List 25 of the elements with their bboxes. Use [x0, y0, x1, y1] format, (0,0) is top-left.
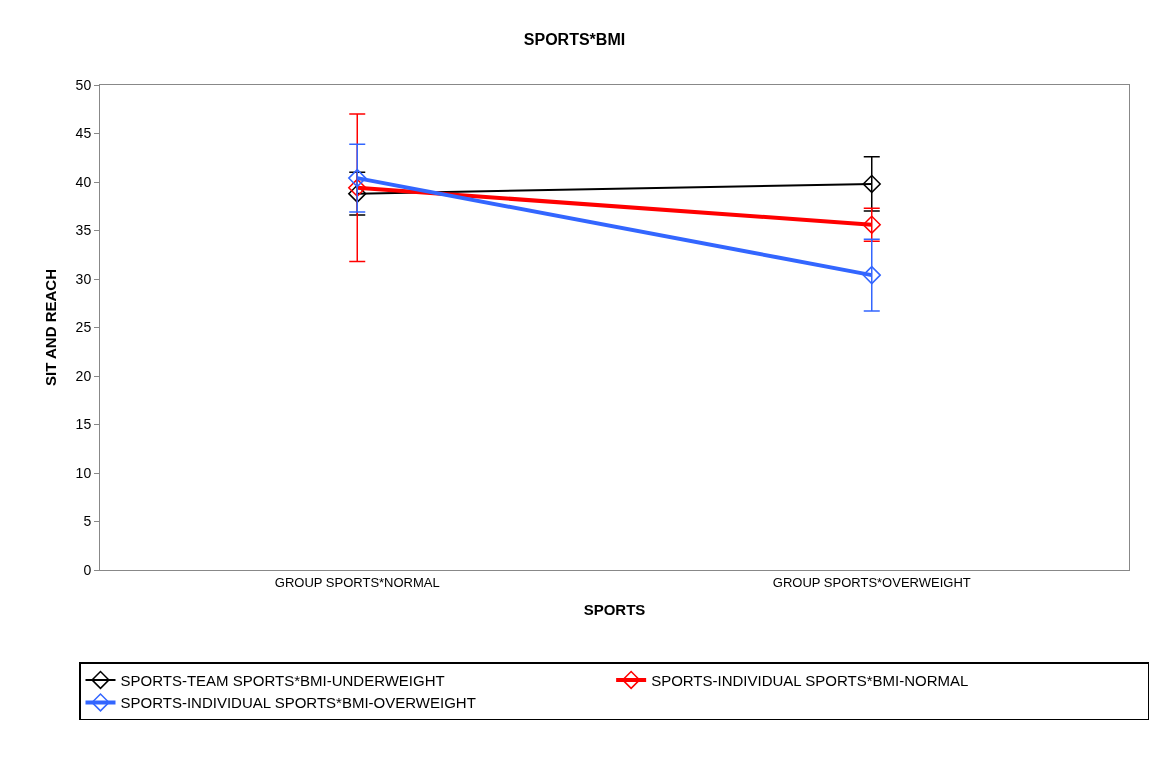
legend-label: SPORTS-TEAM SPORTS*BMI-UNDERWEIGHT [120, 671, 445, 689]
y-tick-label: 25 [75, 319, 92, 336]
point [862, 265, 881, 285]
y-tick-label: 50 [75, 76, 92, 93]
point [862, 215, 881, 234]
y-tick-label: 10 [75, 464, 92, 481]
y-tick-label: 45 [75, 125, 92, 142]
x-tick-label: GROUP SPORTS*NORMAL [274, 574, 440, 590]
y-tick-label: 40 [75, 173, 92, 190]
legend-label: SPORTS-INDIVIDUAL SPORTS*BMI-OVERWEIGHT [120, 694, 476, 712]
x-axis-title: SPORTS [583, 600, 646, 618]
x-tick-label: GROUP SPORTS*OVERWEIGHT [772, 574, 971, 590]
y-axis-title: SIT AND REACH [41, 269, 59, 386]
y-tick-label: 20 [75, 367, 92, 384]
y-tick-label: 15 [75, 416, 92, 433]
y-tick-label: 5 [83, 513, 92, 530]
y-tick-label: 30 [75, 270, 92, 287]
y-tick-label: 35 [75, 222, 92, 239]
point [862, 174, 881, 194]
point [348, 184, 367, 203]
chart-title: SPORTS*BMI [523, 31, 626, 49]
legend-label: SPORTS-INDIVIDUAL SPORTS*BMI-NORMAL [651, 671, 969, 689]
point [348, 168, 367, 188]
y-tick-label: 0 [83, 561, 92, 578]
point [348, 178, 367, 198]
